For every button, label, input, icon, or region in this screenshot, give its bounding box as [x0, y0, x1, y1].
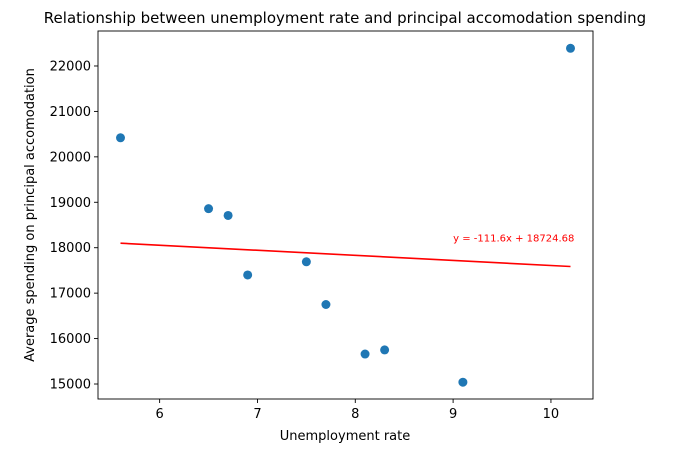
x-tick-label: 8 — [351, 407, 359, 422]
plot-area: 6 7 8 9 10 15000 16000 17000 18000 19000 20000 2100… — [50, 30, 594, 422]
data-point — [321, 300, 331, 310]
x-tick-label: 9 — [449, 407, 457, 422]
y-tick-label: 16000 — [50, 332, 91, 347]
y-tick-label: 18000 — [50, 241, 91, 256]
data-point — [243, 270, 253, 280]
data-point — [204, 204, 214, 214]
x-axis-label: Unemployment rate — [280, 429, 410, 444]
chart-title: Relationship between unemployment rate a… — [44, 9, 646, 27]
y-tick-label: 19000 — [50, 196, 91, 211]
data-point — [380, 345, 390, 355]
x-tick-label: 7 — [253, 407, 261, 422]
data-point — [116, 133, 125, 143]
y-tick-label: 21000 — [50, 105, 91, 120]
y-tick-label: 20000 — [50, 150, 91, 165]
data-point — [458, 377, 468, 387]
regression-line — [120, 242, 571, 268]
data-point — [566, 43, 575, 53]
y-tick-label: 17000 — [50, 287, 91, 302]
y-axis-label: Average spending on principal accomodati… — [23, 68, 38, 362]
axes-frame — [97, 30, 594, 400]
x-tick-label: 10 — [543, 407, 560, 422]
data-point — [301, 257, 311, 267]
y-tick-label: 22000 — [50, 59, 91, 74]
x-tick-label: 6 — [155, 407, 163, 422]
data-point — [223, 210, 233, 220]
regression-equation: y = -111.6x + 18724.68 — [453, 233, 574, 244]
y-tick-label: 15000 — [50, 378, 91, 393]
data-point — [360, 349, 370, 359]
